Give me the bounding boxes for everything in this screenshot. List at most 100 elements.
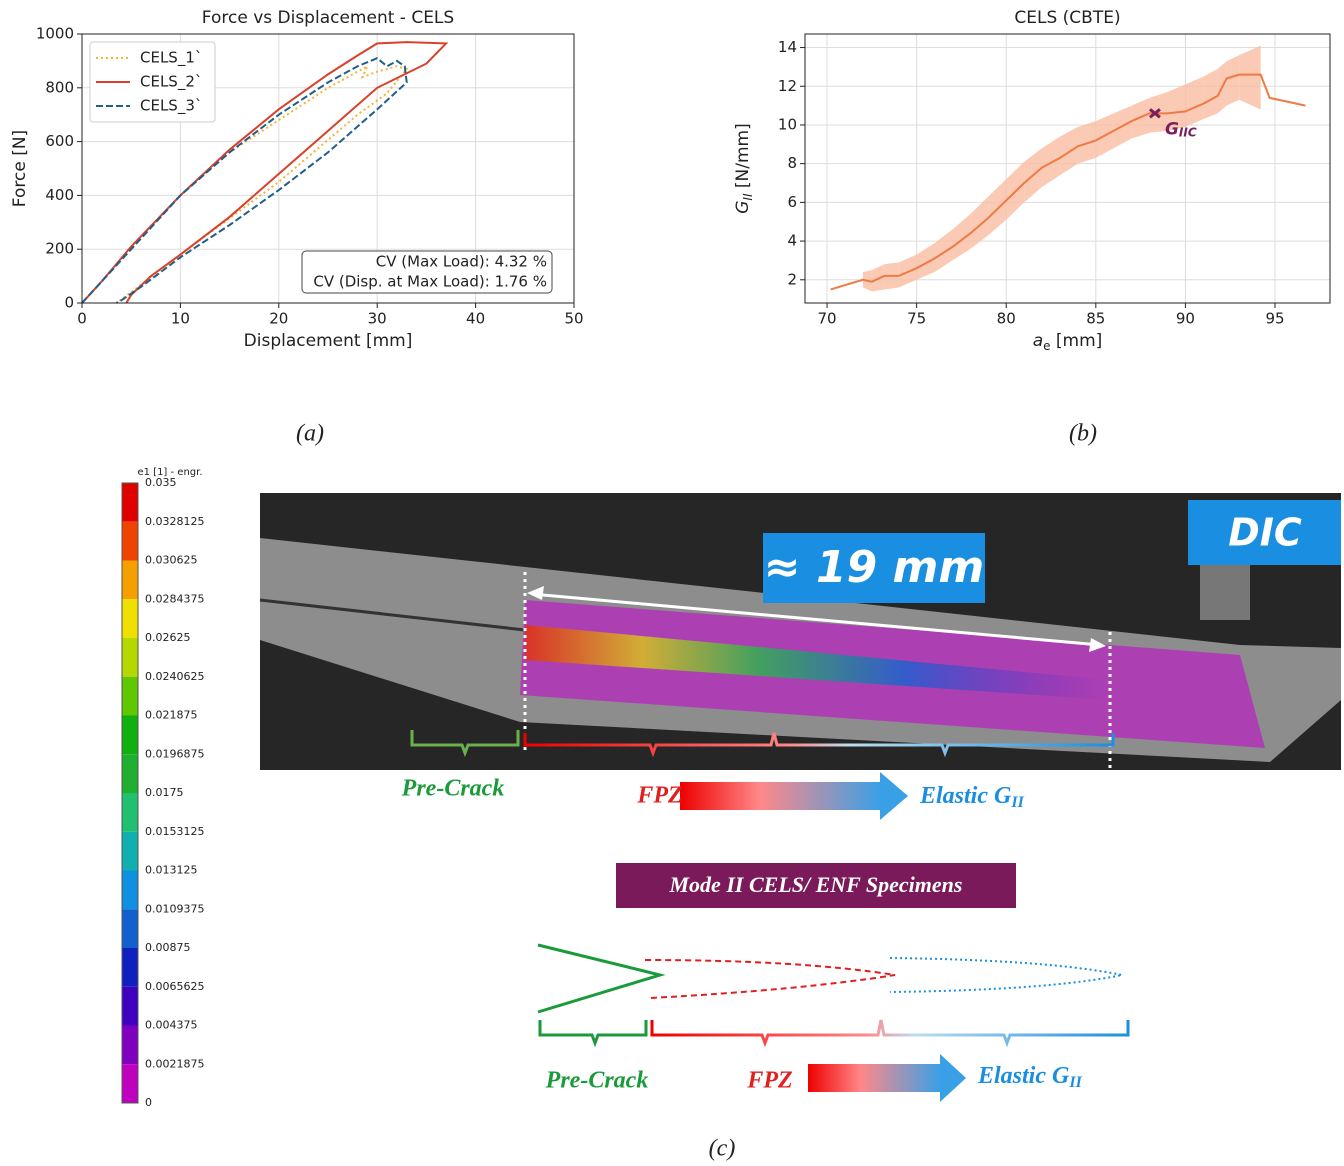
y-tick-label: 4 [787,232,797,250]
elastic: Elastic GII [919,783,1025,811]
pre-crack: Pre-Crack [401,776,505,802]
legend-box [89,41,216,123]
confidence-band [988,179,1007,236]
y-axis-label: Force [N] [10,130,30,207]
arrow-head [880,772,908,820]
marker-label-part: IIC [1179,125,1197,139]
chart-title: Force vs Displacement - CELS [202,8,454,28]
colorbar-label: 0.030625 [145,554,198,567]
legend-label: CELS_2` [140,73,202,92]
colorbar-frame [121,482,139,1104]
fpz: FPZ [636,783,683,809]
confidence-band [1226,55,1240,106]
plot-frame [81,33,575,304]
confidence-band [934,229,953,273]
axis-label-part: a [1033,331,1043,351]
axis-label-part: Force [N] [10,130,30,207]
colorbar-segment [122,831,138,871]
mode-box [616,863,1016,908]
colorbar-label: 0.035 [145,476,177,489]
dic-photo [259,493,1341,770]
x-tick-label: 40 [466,310,485,328]
legend-label: CELS_1` [140,49,202,68]
y-tick-label: 1000 [36,25,74,43]
axis-label-part: e [1043,339,1050,353]
elastic: Elastic GII [977,1063,1083,1091]
axis-label-part: Displacement [mm] [244,331,413,351]
axis-label-part: G [733,201,753,214]
confidence-band [1203,68,1218,120]
annotation: CV (Disp. at Max Load): 1.76 % [313,273,547,291]
fpz: FPZ [746,1068,793,1094]
y-axis-label: GII [N/mm] [733,123,755,214]
caption: (a) [296,421,324,447]
colorbar-segment [122,599,138,638]
chart-title: CELS (CBTE) [1014,8,1120,28]
x-axis-label: Displacement [mm] [244,331,413,351]
dic-label: DIC [1228,511,1302,555]
colorbar-segment [122,1025,138,1065]
y-tick-label: 600 [45,132,74,150]
x-tick-label: 10 [171,310,190,328]
annotation-box [301,250,553,294]
y-tick-label: 10 [778,115,797,133]
x-axis-label: ae [mm] [1033,331,1103,353]
arrow-head [940,1054,966,1102]
colorbar-label: 0.0021875 [145,1057,205,1070]
marker-label: GIIC [1165,119,1197,139]
colorbar-label: 0.0175 [145,786,184,799]
x-tick-label: 95 [1265,310,1284,328]
colorbar-label: 0.004375 [145,1019,198,1032]
caption: (b) [1069,421,1097,447]
colorbar-segment [122,909,138,948]
plot-frame [804,33,1331,304]
axis-label-part: [N/mm] [733,123,753,193]
confidence-band [916,243,935,280]
length-label: ≈ 19 mm [764,542,984,593]
y-tick-label: 14 [778,38,797,56]
colorbar-label: 0.0328125 [145,515,205,528]
x-tick-label: 0 [77,310,87,328]
colorbar-segment [122,676,138,716]
y-tick-label: 0 [64,294,74,312]
axis-label-part: [mm] [1051,331,1103,351]
arrow [808,1064,940,1092]
caption: (c) [709,1136,736,1162]
annotation: CV (Max Load): 4.32 % [376,253,547,271]
colorbar-label: 0 [145,1096,152,1109]
colorbar-label: 0.0109375 [145,902,205,915]
mode-label: Mode II CELS/ ENF Specimens [669,872,963,897]
colorbar-label: 0.02625 [145,631,191,644]
confidence-band [970,196,989,249]
colorbar-label: 0.0240625 [145,670,205,683]
y-tick-label: 400 [45,186,74,204]
colorbar-segment [122,560,138,600]
colorbar-segment [122,483,138,522]
x-tick-label: 80 [997,310,1016,328]
x-tick-label: 75 [907,310,926,328]
confidence-band [1167,84,1186,131]
colorbar-segment [122,986,138,1026]
colorbar-label: 0.0153125 [145,825,205,838]
colorbar-label: 0.0065625 [145,980,205,993]
colorbar-label: 0.0284375 [145,592,205,605]
colorbar-segment [122,1064,138,1103]
x-tick-label: 20 [269,310,288,328]
x-tick-label: 90 [1176,310,1195,328]
colorbar-segment [122,638,138,677]
colorbar-segment [122,754,138,793]
y-tick-label: 2 [787,270,797,288]
colorbar-segment [122,793,138,832]
pre-crack: Pre-Crack [545,1068,649,1094]
x-tick-label: 70 [817,310,836,328]
x-tick-label: 85 [1086,310,1105,328]
brackets [410,730,1130,1048]
colorbar-segment [122,521,138,561]
colorbar-title: e1 [1] - engr. [137,467,202,478]
legend-label: CELS_3` [140,97,202,116]
colorbar-label: 0.0196875 [145,747,205,760]
confidence-band [952,213,971,261]
series-line [81,57,408,304]
y-tick-label: 200 [45,240,74,258]
